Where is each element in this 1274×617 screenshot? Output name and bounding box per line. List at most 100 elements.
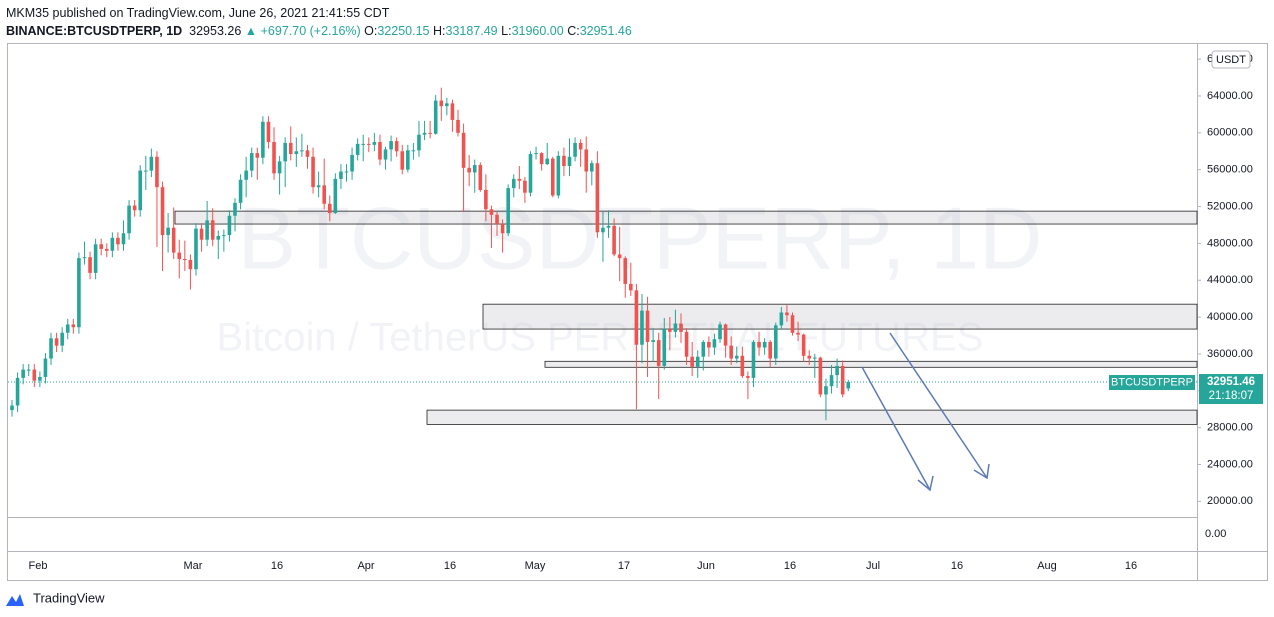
candle-body [372, 142, 377, 145]
candle-body [707, 341, 711, 348]
header: MKM35 published on TradingView.com, June… [6, 4, 632, 40]
candle-body [104, 248, 109, 251]
x-tick-label: 16 [444, 560, 456, 572]
candle-body [49, 338, 53, 359]
candle-body [511, 178, 516, 189]
candle-body [472, 165, 477, 173]
candle-body [227, 215, 232, 236]
candle-body [445, 103, 449, 107]
candle-body [528, 154, 533, 193]
frame [7, 43, 1268, 581]
price-label: 32951.46 [1207, 376, 1255, 388]
y-tick-label: 20000.00 [1207, 495, 1253, 507]
candle-body [751, 341, 756, 378]
candle-body [361, 143, 366, 145]
candle-body [523, 180, 527, 193]
candle-body [32, 369, 37, 381]
currency-bg [1211, 50, 1251, 69]
candle-body [757, 341, 761, 348]
candle-body [255, 153, 260, 158]
candle-body [54, 338, 59, 346]
candle-body [773, 325, 778, 359]
ohlc-h: 33187.49 [445, 24, 498, 38]
candle-body [684, 331, 689, 357]
watermark-sub: Bitcoin / TetherUS PERPETUAL FUTURES [217, 316, 984, 360]
candle-body [584, 149, 589, 172]
candle-body [517, 178, 522, 181]
pane2-tick-label: 0.00 [1205, 528, 1226, 540]
y-tick-label: 40000.00 [1207, 311, 1253, 323]
candle-body [350, 154, 354, 172]
candle-body [266, 121, 271, 143]
candle-body [38, 376, 42, 381]
candle-body [394, 141, 399, 152]
candle-body [623, 258, 628, 284]
candle-body [127, 205, 131, 234]
candle-body [378, 142, 382, 160]
x-tick-label: Feb [29, 560, 48, 572]
candle-body [790, 315, 795, 333]
x-tick-label: 16 [271, 560, 283, 572]
candle-body [411, 150, 416, 152]
candle-body [500, 224, 505, 234]
candle-body [578, 142, 583, 150]
candle-body [171, 227, 176, 253]
candle-body [155, 156, 159, 188]
candle-body [367, 143, 371, 145]
y-tick-label: 28000.00 [1207, 422, 1253, 434]
candle-body [813, 357, 817, 359]
candle-body [205, 220, 209, 240]
candle-body [651, 340, 655, 342]
candle-body [690, 356, 694, 367]
candle-body [846, 382, 851, 389]
candle-body [311, 156, 315, 188]
candle-body [718, 324, 722, 340]
candle-body [456, 119, 460, 133]
watermark: BTCUSDTPERP, 1D [237, 188, 1042, 287]
brand: TradingView [33, 590, 105, 605]
candle-body [734, 355, 739, 359]
candle-body [26, 369, 31, 371]
plot: 20000.0024000.0028000.0032000.0036000.00… [8, 53, 1253, 572]
logo [6, 594, 24, 606]
candle-body [829, 375, 834, 387]
arrow [889, 332, 988, 479]
ohlc-h-label: H: [433, 24, 446, 38]
candle-body [433, 100, 438, 134]
y-tick-label: 48000.00 [1207, 237, 1253, 249]
y-tick-label: 60000.00 [1207, 127, 1253, 139]
candle-body [484, 189, 488, 210]
candle-body [138, 170, 143, 211]
candle-body [322, 185, 326, 204]
x-tick-label: Jun [697, 560, 715, 572]
candle-body [305, 150, 310, 157]
candle-body [768, 341, 772, 359]
candle-body [294, 151, 299, 155]
candle-body [461, 132, 466, 168]
candle-body [149, 156, 154, 171]
candle-body [740, 355, 745, 377]
candle-body [668, 329, 672, 332]
candle-body [556, 155, 561, 196]
candle-body [617, 254, 622, 259]
y-tick-label: 44000.00 [1207, 274, 1253, 286]
candle-body [450, 103, 455, 120]
candle-body [567, 156, 572, 166]
candle-body [422, 132, 427, 135]
candle-body [679, 323, 683, 332]
x-tick-label: Jul [866, 560, 880, 572]
candle-body [645, 310, 650, 342]
candle-body [188, 259, 193, 270]
arrow [861, 366, 931, 491]
candle-body [656, 340, 661, 366]
ohlc-c-label: C: [567, 24, 580, 38]
ohlc-c: 32951.46 [579, 24, 632, 38]
candle-body [82, 257, 87, 259]
candle-body [300, 150, 304, 152]
x-tick-label: Apr [357, 560, 374, 572]
candle-body [762, 341, 767, 348]
candle-body [723, 324, 728, 346]
y-tick-label: 56000.00 [1207, 164, 1253, 176]
candle-body [77, 258, 81, 328]
